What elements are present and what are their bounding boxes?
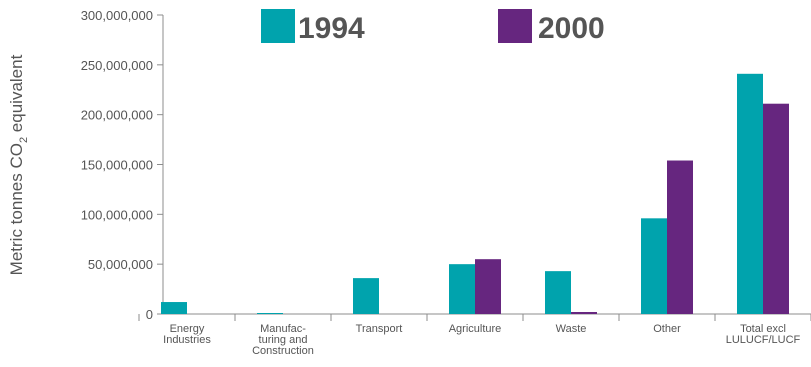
legend-swatch-2000: [498, 9, 532, 43]
y-tick-label: 150,000,000: [81, 158, 153, 173]
bar-2000: [475, 259, 501, 314]
y-tick-label: 250,000,000: [81, 58, 153, 73]
bar-1994: [641, 218, 667, 314]
bar-1994: [353, 278, 379, 314]
y-axis-title-main: Metric tonnes CO: [7, 143, 26, 275]
bar-1994: [161, 302, 187, 314]
x-category-label: Total excl LULUCF/LUCF: [726, 323, 801, 346]
legend-label-2000: 2000: [538, 12, 605, 45]
x-category-label: Agriculture: [449, 323, 502, 335]
x-category-label: Energy Industries: [163, 323, 211, 346]
bar-1994: [737, 73, 763, 314]
bar-2000: [763, 103, 789, 314]
legend: 1994 2000: [261, 9, 605, 45]
x-category-label: Waste: [556, 323, 587, 335]
y-tick-label: 300,000,000: [81, 8, 153, 23]
y-tick-label: 100,000,000: [81, 207, 153, 222]
y-tick-label: 50,000,000: [88, 257, 153, 272]
y-tick-label: 200,000,000: [81, 108, 153, 123]
legend-label-1994: 1994: [298, 12, 365, 45]
x-category-label: Other: [653, 323, 681, 335]
x-category-label: Transport: [356, 323, 403, 335]
y-tick-label: 0: [146, 307, 153, 322]
bar-1994: [257, 313, 283, 314]
bar-1994: [449, 264, 475, 314]
legend-swatch-1994: [261, 9, 295, 43]
bar-2000: [571, 312, 597, 314]
x-axis: Energy Industries Manufac-turing and Constr…: [138, 313, 811, 357]
y-axis-title-subscript: 2: [18, 137, 30, 143]
bars: [161, 73, 789, 314]
y-axis-title: Metric tonnes CO2 equivalent: [7, 54, 30, 275]
bar-2000: [667, 160, 693, 314]
y-axis-title-tail: equivalent: [7, 54, 26, 137]
x-category-label: Manufac-turing and Construction: [252, 323, 314, 357]
bar-1994: [545, 271, 571, 314]
y-axis: 0 50,000,000 100,000,000 150,000,000 200,000…: [81, 8, 164, 322]
